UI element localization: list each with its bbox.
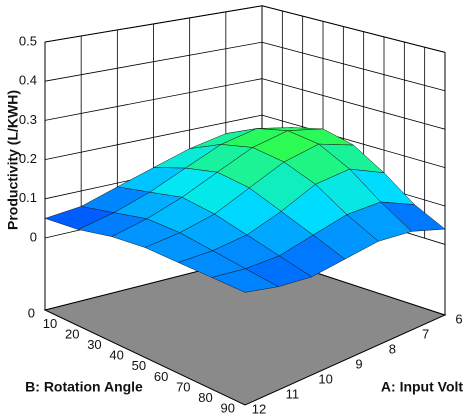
y-tick-label: 40	[109, 348, 123, 363]
y-axis-label: B: Rotation Angle	[25, 379, 143, 395]
z-tick-label: 0.2	[19, 151, 37, 166]
x-tick-label: 7	[422, 326, 429, 341]
x-tick-label: 9	[355, 356, 362, 371]
grid-line	[261, 5, 446, 53]
grid-line	[261, 41, 446, 92]
z-tick-label: 0.3	[19, 112, 37, 127]
x-tick-label: 8	[389, 341, 396, 356]
x-tick-label: 10	[318, 371, 332, 386]
x-tick-label: 6	[455, 311, 462, 326]
grid-line	[261, 114, 446, 168]
z-tick-label: 0	[30, 229, 37, 244]
y-tick-label: 30	[87, 337, 101, 352]
x-tick-label: 12	[252, 401, 266, 416]
y-tick-label: 60	[154, 369, 168, 384]
z-axis-label: Productivity (L/KWH)	[5, 90, 21, 230]
z-tick-label: 0.1	[19, 190, 37, 205]
x-tick-label: 11	[286, 386, 300, 401]
y-tick-label: 50	[132, 358, 146, 373]
grid-line	[261, 78, 446, 130]
y-tick-label: 10	[43, 316, 57, 331]
x-axis-label: A: Input Volt	[381, 379, 463, 395]
y-tick-label: 70	[176, 379, 190, 394]
z-tick-label: 0.5	[19, 33, 37, 48]
y-tick-label: 0	[28, 305, 35, 320]
surface-patch	[210, 268, 280, 293]
y-tick-label: 20	[65, 327, 79, 342]
y-tick-label: 90	[221, 400, 235, 415]
y-tick-label: 80	[198, 390, 212, 405]
z-tick-label: 0.4	[19, 73, 37, 88]
